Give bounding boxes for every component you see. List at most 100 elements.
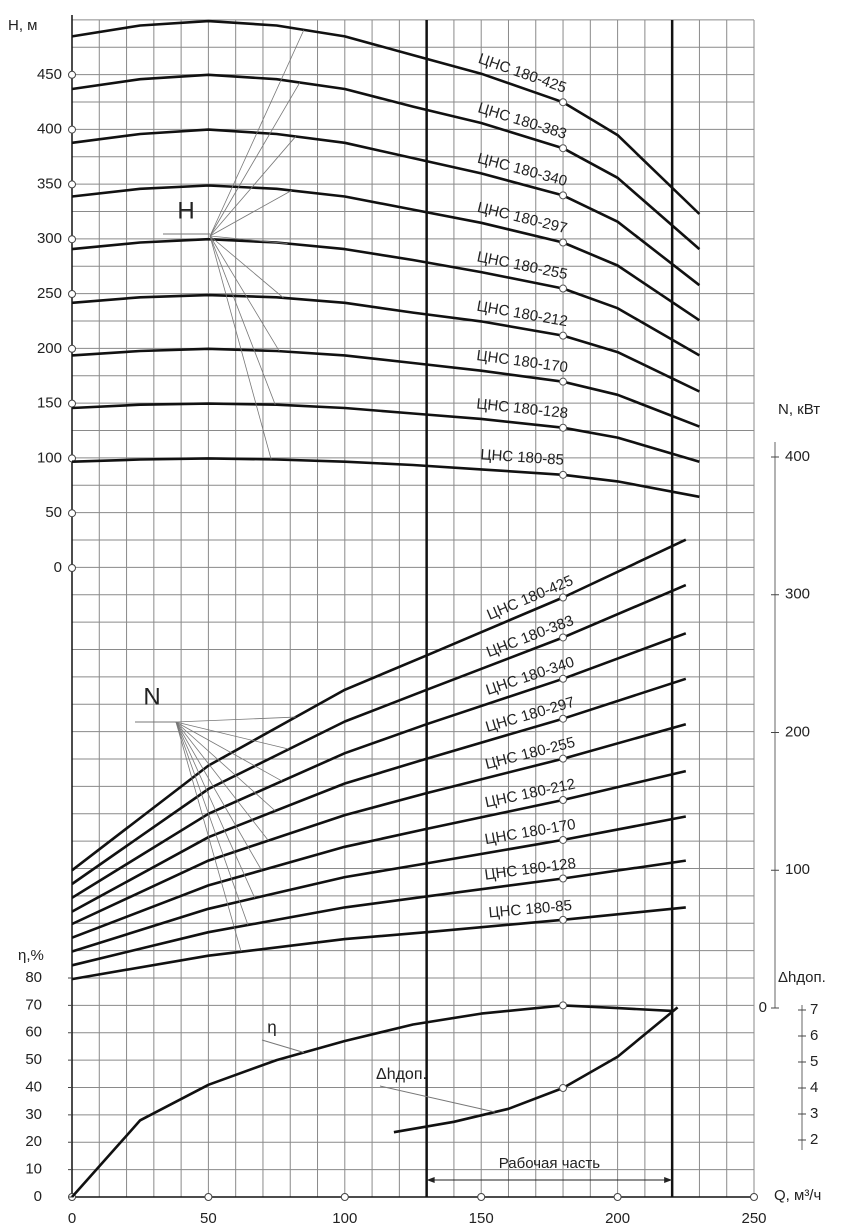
curve [71, 722, 687, 926]
x-tick-label: 100 [332, 1210, 357, 1227]
point-marker [559, 674, 568, 683]
leader-line [175, 721, 262, 871]
point-marker [559, 377, 568, 386]
y-tick [68, 290, 76, 298]
working-label: Рабочая часть [499, 1155, 600, 1172]
y3-tick-label: 7 [810, 1001, 818, 1018]
leader-line [209, 190, 292, 237]
x-tick [750, 1193, 758, 1201]
y-tick [68, 70, 76, 79]
y-tick-label: 80 [25, 969, 42, 986]
y-tick-label: 40 [25, 1078, 42, 1095]
x-tick-label: 50 [200, 1210, 217, 1227]
h-axis-label: H, м [8, 17, 37, 34]
point-marker [559, 284, 568, 293]
point-marker [559, 1001, 568, 1010]
leader-line [175, 721, 289, 750]
curve [71, 632, 687, 899]
y-tick-label: 60 [25, 1024, 42, 1041]
leader-line [209, 235, 288, 244]
y2-tick-label: 0 [759, 999, 767, 1016]
y-tick [68, 454, 76, 463]
annotation: H [177, 197, 194, 224]
curve [71, 293, 700, 393]
leader-line [261, 1039, 305, 1053]
y3-tick-label: 6 [810, 1027, 818, 1044]
curve [393, 1006, 679, 1134]
y-tick-label: 300 [37, 230, 62, 247]
y2-tick-label: 400 [785, 448, 810, 465]
x-tick [613, 1193, 622, 1201]
x-tick-label: 150 [469, 1210, 494, 1227]
point-marker [559, 331, 568, 340]
curve [71, 538, 687, 872]
x-tick [340, 1193, 349, 1201]
curve [71, 184, 701, 322]
annotation: N [143, 683, 160, 710]
point-marker [559, 835, 568, 844]
y-tick [68, 125, 76, 134]
y-tick-label: 250 [37, 285, 62, 302]
point-marker [559, 915, 568, 924]
leader-line [175, 721, 276, 812]
y2-tick-label: 300 [785, 586, 810, 603]
curve [71, 815, 687, 953]
point-marker [559, 795, 568, 804]
leader-line [209, 136, 296, 237]
leader-line [175, 716, 296, 723]
point-marker [559, 593, 568, 602]
y-tick-label: 70 [25, 996, 42, 1013]
y-tick [68, 180, 76, 189]
y2-tick-label: 200 [785, 723, 810, 740]
y-tick-label: 50 [45, 504, 62, 521]
annotation: η [267, 1017, 276, 1036]
point-marker [559, 714, 568, 723]
curve [71, 237, 701, 357]
curve [71, 1004, 673, 1198]
y-tick-label: 450 [37, 66, 62, 83]
y-tick-label: 100 [37, 449, 62, 466]
point-marker [559, 470, 568, 479]
y3-tick-label: 5 [810, 1053, 818, 1070]
point-marker [559, 423, 568, 432]
y-tick [68, 235, 76, 244]
point-marker [559, 191, 568, 200]
point-marker [559, 874, 568, 883]
curve [71, 19, 701, 215]
curve [71, 402, 700, 463]
curve [71, 859, 686, 967]
leader-line [209, 82, 301, 237]
y2-tick-label: 100 [785, 861, 810, 878]
y-tick [68, 399, 76, 408]
x-tick [204, 1193, 213, 1201]
leader-line [175, 721, 283, 782]
point-marker [559, 238, 568, 247]
point-marker [559, 754, 568, 763]
eta-axis-label: η,% [18, 947, 44, 964]
curve [71, 677, 687, 913]
curve [71, 73, 701, 251]
point-marker [559, 1084, 568, 1092]
point-marker [559, 144, 568, 153]
leader-line [175, 721, 269, 841]
y-tick-label: 400 [37, 121, 62, 138]
y-tick-label: 200 [37, 340, 62, 357]
leader-line [175, 721, 256, 899]
curve [71, 906, 686, 981]
y3-tick-label: 2 [810, 1131, 818, 1148]
leader-line [209, 235, 280, 352]
q-axis-label: Q, м³/ч [774, 1187, 821, 1204]
n-axis-label: N, кВт [778, 401, 820, 418]
y-tick [68, 564, 76, 572]
y-tick-label: 10 [25, 1161, 42, 1178]
curve [71, 769, 687, 939]
y3-tick-label: 4 [810, 1079, 818, 1096]
y-tick-label: 150 [37, 395, 62, 412]
curve-label: ЦНС 180-85 [480, 446, 565, 469]
curve [71, 347, 700, 428]
leader-line [209, 235, 276, 405]
curve [71, 128, 701, 287]
y-tick-label: 30 [25, 1106, 42, 1123]
x-tick [477, 1193, 486, 1201]
